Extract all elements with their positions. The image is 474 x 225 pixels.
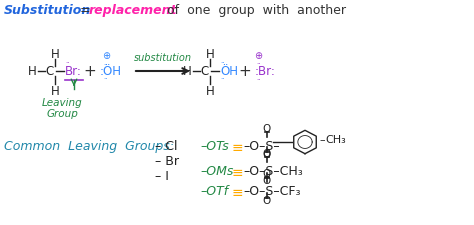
Text: of  one  group  with  another: of one group with another bbox=[159, 4, 346, 17]
Text: :Br:: :Br: bbox=[255, 65, 276, 78]
Text: – Br: – Br bbox=[155, 154, 179, 167]
Text: –O–S–CF₃: –O–S–CF₃ bbox=[243, 184, 301, 197]
Text: –OMs: –OMs bbox=[200, 164, 233, 177]
Text: O: O bbox=[263, 148, 271, 158]
Text: –O–S–: –O–S– bbox=[243, 139, 280, 152]
Text: ··: ·· bbox=[256, 61, 261, 67]
Text: H: H bbox=[51, 85, 59, 98]
Text: ··: ·· bbox=[103, 62, 108, 68]
Text: O: O bbox=[263, 149, 271, 159]
Text: O: O bbox=[263, 124, 271, 133]
Text: – Cl: – Cl bbox=[155, 139, 177, 152]
Text: +: + bbox=[238, 64, 251, 79]
Text: O: O bbox=[263, 195, 271, 205]
Text: ⊕: ⊕ bbox=[254, 51, 262, 61]
Text: O: O bbox=[263, 168, 271, 178]
Text: –OTs: –OTs bbox=[200, 139, 229, 152]
Text: =: = bbox=[76, 4, 95, 17]
Text: C: C bbox=[201, 65, 209, 78]
Text: ··: ·· bbox=[220, 76, 225, 82]
Text: replacement: replacement bbox=[89, 4, 177, 17]
Text: ··: ·· bbox=[220, 60, 225, 66]
Text: Substitution: Substitution bbox=[4, 4, 91, 17]
Text: ··: ·· bbox=[103, 76, 108, 82]
Text: Leaving: Leaving bbox=[42, 98, 82, 108]
Text: ⊕: ⊕ bbox=[102, 51, 110, 61]
Text: ÖH: ÖH bbox=[220, 65, 238, 78]
Text: H: H bbox=[182, 65, 191, 78]
Text: ≡: ≡ bbox=[232, 165, 244, 179]
Text: CH₃: CH₃ bbox=[325, 134, 346, 144]
Text: Br:: Br: bbox=[65, 65, 82, 78]
Text: – I: – I bbox=[155, 169, 169, 182]
Text: substitution: substitution bbox=[134, 53, 192, 63]
Text: Common  Leaving  Groups:: Common Leaving Groups: bbox=[4, 139, 174, 152]
Text: ··: ·· bbox=[256, 77, 261, 83]
Text: H: H bbox=[27, 65, 36, 78]
Text: ··: ·· bbox=[65, 60, 70, 66]
Text: +: + bbox=[83, 64, 96, 79]
Text: –: – bbox=[319, 134, 325, 144]
Text: O: O bbox=[263, 175, 271, 185]
Text: H: H bbox=[206, 47, 214, 60]
Text: –OTf: –OTf bbox=[200, 184, 228, 197]
Text: H: H bbox=[51, 47, 59, 60]
Text: C: C bbox=[46, 65, 54, 78]
Text: ≡: ≡ bbox=[232, 185, 244, 199]
Text: ≡: ≡ bbox=[232, 140, 244, 154]
Text: –O–S–CH₃: –O–S–CH₃ bbox=[243, 164, 303, 177]
Text: :ÖH: :ÖH bbox=[100, 65, 122, 78]
Text: Group: Group bbox=[46, 108, 78, 119]
Text: H: H bbox=[206, 85, 214, 98]
